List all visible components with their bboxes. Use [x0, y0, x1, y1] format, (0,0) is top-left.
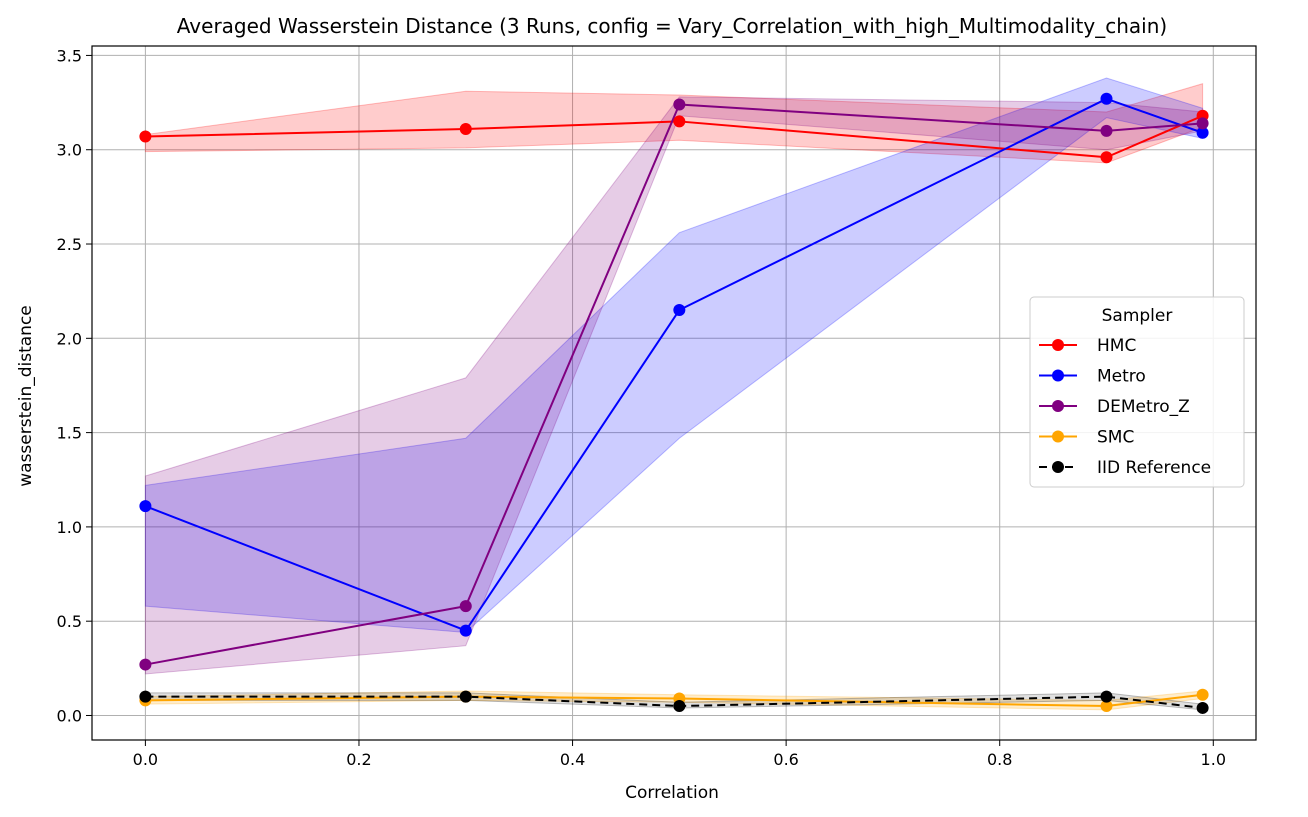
point-iid-reference	[673, 700, 686, 713]
point-smc	[1196, 688, 1209, 701]
legend-label-metro: Metro	[1097, 367, 1146, 387]
point-hmc	[673, 115, 686, 128]
legend-box	[1029, 296, 1245, 488]
point-demetro-z	[1196, 117, 1209, 130]
y-tick-label: 3.5	[57, 46, 82, 65]
y-tick-label: 1.5	[57, 424, 82, 443]
plot-area-frame	[91, 45, 1257, 741]
y-tick-label: 2.5	[57, 235, 82, 254]
point-demetro-z	[1100, 124, 1113, 137]
point-smc	[1100, 700, 1113, 713]
x-tick-label: 0.6	[773, 750, 798, 769]
legend-label-smc: SMC	[1097, 428, 1134, 448]
axis-ticks: 0.0 0.2 0.4 0.6 0.8 1.0 0.0 0.5 1.0 1.5 2.0 2.5 3.0 3…	[57, 46, 1226, 769]
point-iid-reference	[1196, 701, 1209, 714]
legend: Sampler HMC Metro DEMetro_Z SMC IID Referenc…	[1029, 296, 1245, 488]
legend-marker-metro	[1052, 369, 1064, 382]
point-iid-reference	[139, 690, 152, 703]
point-metro	[459, 624, 472, 637]
x-tick-label: 0.4	[560, 750, 585, 769]
point-demetro-z	[459, 600, 472, 613]
point-iid-reference	[1100, 690, 1113, 703]
y-tick-label: 3.0	[57, 141, 82, 160]
legend-title: Sampler	[1102, 306, 1173, 326]
series-points	[139, 92, 1209, 714]
legend-label-hmc: HMC	[1097, 336, 1136, 356]
point-metro	[1196, 126, 1209, 139]
legend-marker-smc	[1052, 430, 1064, 443]
x-tick-label: 1.0	[1201, 750, 1226, 769]
x-tick-label: 0.2	[346, 750, 371, 769]
point-metro	[673, 304, 686, 317]
y-tick-label: 1.0	[57, 518, 82, 537]
y-axis-label: wasserstein_distance	[16, 305, 36, 487]
legend-label-demetro-z: DEMetro_Z	[1097, 397, 1190, 417]
point-iid-reference	[459, 690, 472, 703]
point-hmc	[459, 122, 472, 135]
point-metro	[1100, 92, 1113, 105]
x-axis-label: Correlation	[625, 783, 719, 803]
point-hmc	[1100, 151, 1113, 164]
point-metro	[139, 500, 152, 513]
y-tick-label: 0.5	[57, 612, 82, 631]
point-demetro-z	[139, 658, 152, 671]
legend-label-iid-reference: IID Reference	[1097, 458, 1211, 478]
point-hmc	[139, 130, 152, 143]
y-tick-label: 2.0	[57, 329, 82, 348]
legend-marker-hmc	[1052, 339, 1064, 351]
chart-title: Averaged Wasserstein Distance (3 Runs, c…	[177, 14, 1167, 38]
legend-marker-demetro-z	[1052, 400, 1064, 412]
x-tick-label: 0.8	[987, 750, 1012, 769]
point-demetro-z	[673, 98, 686, 111]
x-tick-label: 0.0	[133, 750, 158, 769]
legend-marker-iid-reference	[1052, 461, 1064, 473]
y-tick-label: 0.0	[57, 706, 82, 725]
